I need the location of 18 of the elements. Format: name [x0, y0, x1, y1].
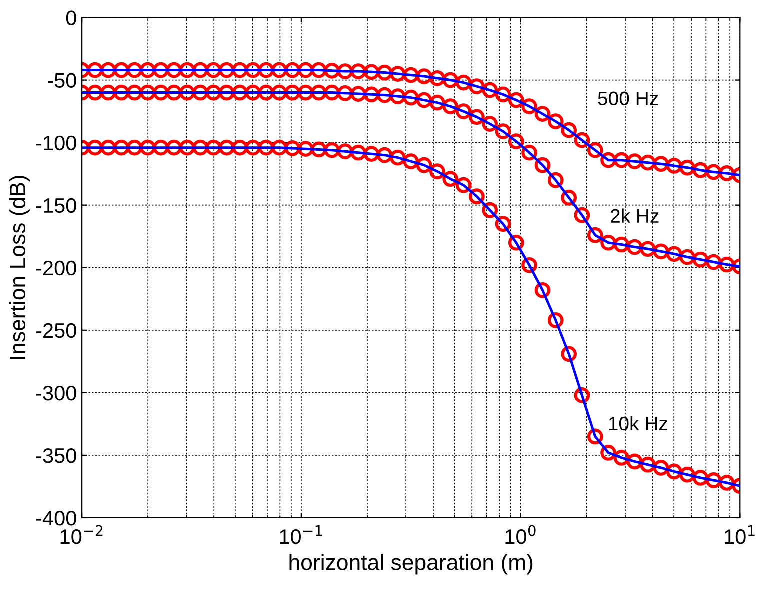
y-axis-title: Insertion Loss (dB)	[9, 176, 30, 360]
annotation: 500 Hz	[598, 92, 658, 106]
y-tick-label: -350	[36, 448, 76, 464]
x-tick-label: 10$^{0}$	[506, 525, 536, 544]
x-axis-title: horizontal separation (m)	[290, 554, 533, 575]
y-tick-label: -50	[48, 73, 76, 88]
y-tick-label: -200	[36, 260, 76, 276]
y-tick-label: -150	[36, 198, 76, 214]
y-tick-label: 0	[66, 10, 76, 26]
x-tick-label: 10$^{1}$	[725, 525, 755, 544]
annotation: 2k Hz	[610, 208, 659, 223]
y-tick-label: -250	[36, 323, 76, 338]
y-tick-label: -400	[36, 511, 76, 526]
x-tick-label: 10$^{−2}$	[60, 525, 103, 544]
x-tick-label: 10$^{−1}$	[280, 525, 322, 544]
y-tick-label: -100	[36, 136, 76, 151]
annotation: 10k Hz	[609, 416, 668, 431]
y-tick-label: -300	[36, 386, 76, 401]
